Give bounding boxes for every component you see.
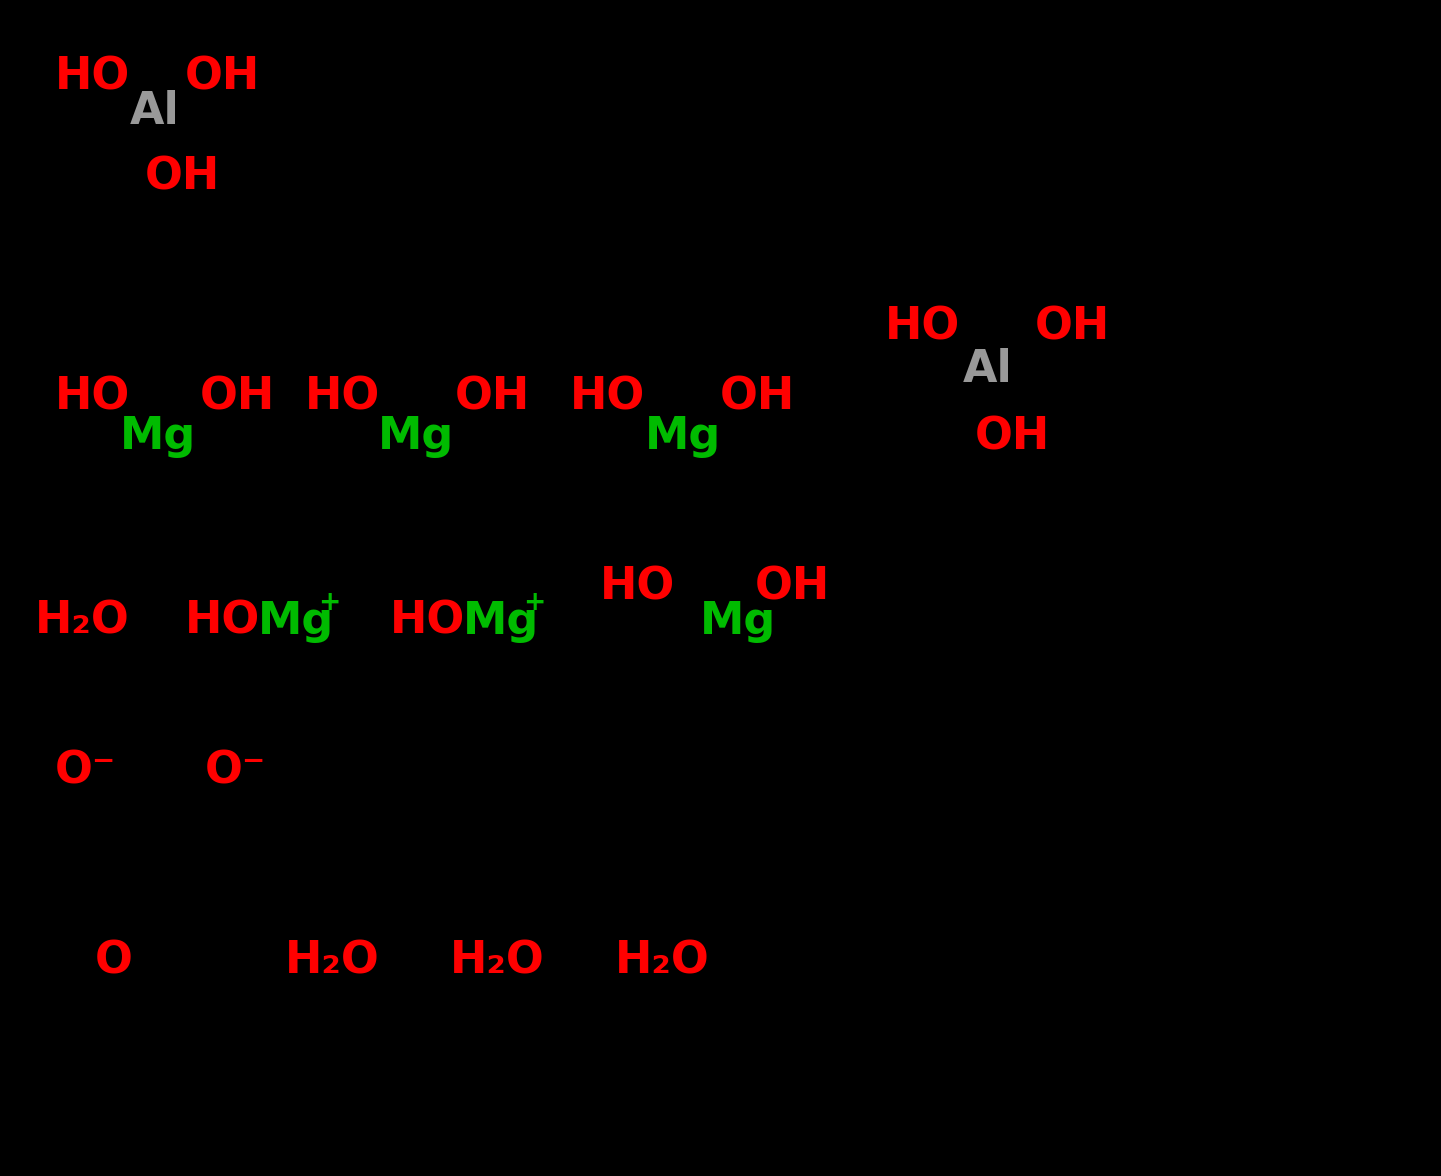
Text: Al: Al [963, 348, 1013, 390]
Text: O: O [95, 940, 133, 983]
Text: HO: HO [184, 600, 261, 643]
Text: H₂O: H₂O [35, 600, 130, 643]
Text: OH: OH [755, 564, 830, 608]
Text: HO: HO [885, 305, 960, 348]
Text: HO: HO [305, 375, 380, 417]
Text: +: + [523, 590, 545, 616]
Text: OH: OH [720, 375, 795, 417]
Text: Mg: Mg [700, 600, 777, 643]
Text: OH: OH [200, 375, 275, 417]
Text: Mg: Mg [378, 415, 454, 457]
Text: HO: HO [571, 375, 646, 417]
Text: O⁻: O⁻ [205, 750, 267, 793]
Text: Mg: Mg [646, 415, 722, 457]
Text: HO: HO [599, 564, 676, 608]
Text: Mg: Mg [120, 415, 196, 457]
Text: OH: OH [976, 415, 1050, 457]
Text: Mg: Mg [463, 600, 539, 643]
Text: Mg: Mg [258, 600, 334, 643]
Text: OH: OH [146, 155, 220, 198]
Text: H₂O: H₂O [285, 940, 380, 983]
Text: HO: HO [391, 600, 465, 643]
Text: HO: HO [55, 55, 130, 98]
Text: OH: OH [184, 55, 261, 98]
Text: H₂O: H₂O [450, 940, 545, 983]
Text: OH: OH [1035, 305, 1110, 348]
Text: OH: OH [455, 375, 530, 417]
Text: +: + [318, 590, 340, 616]
Text: H₂O: H₂O [615, 940, 710, 983]
Text: HO: HO [55, 375, 130, 417]
Text: O⁻: O⁻ [55, 750, 117, 793]
Text: Al: Al [130, 91, 180, 133]
